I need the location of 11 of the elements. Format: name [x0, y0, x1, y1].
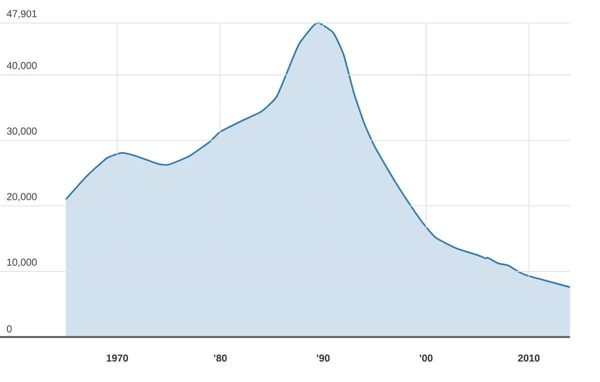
y-tick-label: 40,000	[6, 62, 37, 70]
y-tick-label: 10,000	[7, 258, 37, 267]
y-tick-label: 47,901	[6, 10, 37, 18]
x-tick-label: ’90	[316, 354, 330, 362]
y-tick-label: 20,000	[7, 193, 37, 202]
y-tick-label: 30,000	[6, 128, 37, 136]
x-tick-label: ’00	[420, 354, 433, 362]
x-tick-label: 1970	[106, 354, 128, 362]
x-tick-label: ’80	[214, 354, 227, 362]
x-tick-label: 2010	[518, 354, 540, 362]
y-tick-label: 0	[6, 325, 12, 332]
